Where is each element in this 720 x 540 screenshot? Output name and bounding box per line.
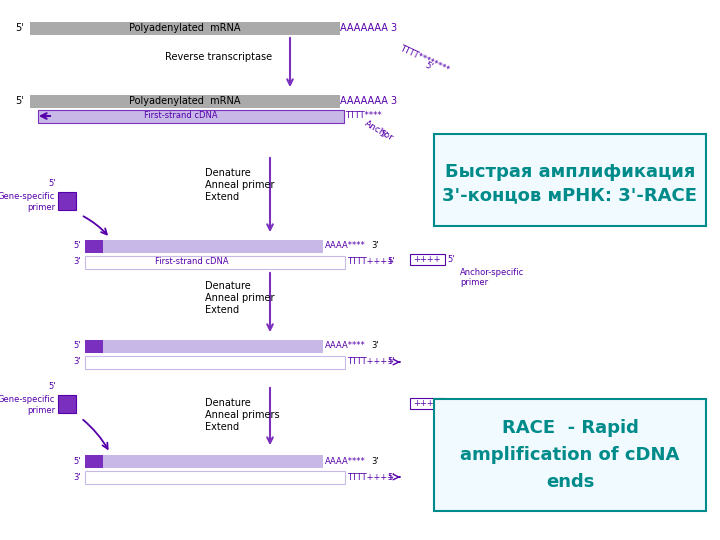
Text: 5': 5' xyxy=(48,382,56,391)
Text: Polyadenylated  mRNA: Polyadenylated mRNA xyxy=(130,23,240,33)
Text: Gene-specific
primer: Gene-specific primer xyxy=(0,192,55,212)
Bar xyxy=(85,356,345,369)
Text: 3': 3' xyxy=(73,357,81,367)
Text: Reverse transcriptase: Reverse transcriptase xyxy=(165,52,272,62)
Text: 5': 5' xyxy=(423,61,433,72)
Text: 5': 5' xyxy=(48,179,56,188)
Text: 5': 5' xyxy=(387,258,395,267)
Text: 3': 3' xyxy=(73,472,81,482)
Text: Denature
Anneal primer
Extend: Denature Anneal primer Extend xyxy=(205,281,274,315)
Text: 3': 3' xyxy=(371,241,379,251)
Bar xyxy=(103,240,323,253)
Text: Denature
Anneal primers
Extend: Denature Anneal primers Extend xyxy=(205,399,279,431)
Text: 5': 5' xyxy=(447,399,454,408)
Bar xyxy=(30,95,340,108)
Bar xyxy=(410,398,445,409)
Text: Быстрая амплификация: Быстрая амплификация xyxy=(445,163,696,181)
Text: 5': 5' xyxy=(73,456,81,465)
Bar xyxy=(103,340,323,353)
Text: 5': 5' xyxy=(73,341,81,350)
Text: Gene-specific
primer: Gene-specific primer xyxy=(0,395,55,415)
Bar xyxy=(85,256,345,269)
Bar xyxy=(30,22,340,35)
Text: TTTT++++: TTTT++++ xyxy=(347,357,394,367)
Text: Anchor: Anchor xyxy=(363,119,395,143)
Bar xyxy=(103,455,323,468)
Text: 3': 3' xyxy=(73,258,81,267)
FancyBboxPatch shape xyxy=(434,399,706,511)
Bar xyxy=(85,340,103,353)
Text: Anchor-specific
primer: Anchor-specific primer xyxy=(460,268,524,287)
Text: AAAA****: AAAA**** xyxy=(325,456,366,465)
Text: amplification of cDNA: amplification of cDNA xyxy=(460,446,680,464)
Text: TTTT********: TTTT******** xyxy=(398,44,451,75)
Text: TTTT++++: TTTT++++ xyxy=(347,258,394,267)
Text: RACE  - Rapid: RACE - Rapid xyxy=(502,419,639,437)
Text: 3': 3' xyxy=(371,341,379,350)
Text: 3'-концов мРНК: 3'-RACE: 3'-концов мРНК: 3'-RACE xyxy=(443,186,698,204)
Bar xyxy=(58,395,76,413)
Text: AAAAAAA 3: AAAAAAA 3 xyxy=(340,96,397,106)
Text: 5': 5' xyxy=(387,472,395,482)
Text: ends: ends xyxy=(546,473,594,491)
Text: TTTT****: TTTT**** xyxy=(345,111,382,120)
Text: AAAAAAA 3: AAAAAAA 3 xyxy=(340,23,397,33)
Bar xyxy=(85,471,345,484)
Text: ++++: ++++ xyxy=(413,254,441,264)
Text: TTTT++++: TTTT++++ xyxy=(347,472,394,482)
Bar xyxy=(410,254,445,265)
Text: 5': 5' xyxy=(15,23,24,33)
Text: ++++: ++++ xyxy=(413,399,441,408)
Bar xyxy=(85,240,103,253)
Text: First-strand cDNA: First-strand cDNA xyxy=(144,111,218,120)
Bar xyxy=(38,110,344,123)
Text: AAAA****: AAAA**** xyxy=(325,241,366,251)
Text: 3': 3' xyxy=(371,456,379,465)
Text: 5': 5' xyxy=(387,357,395,367)
Text: 5': 5' xyxy=(73,241,81,251)
Bar xyxy=(58,192,76,210)
Text: 5': 5' xyxy=(15,96,24,106)
Text: Denature
Anneal primer
Extend: Denature Anneal primer Extend xyxy=(205,168,274,201)
Text: 5': 5' xyxy=(378,129,389,140)
Text: First-strand cDNA: First-strand cDNA xyxy=(155,258,229,267)
Text: 5': 5' xyxy=(447,254,454,264)
Bar xyxy=(85,455,103,468)
Text: AAAA****: AAAA**** xyxy=(325,341,366,350)
FancyBboxPatch shape xyxy=(434,134,706,226)
Text: Polyadenylated  mRNA: Polyadenylated mRNA xyxy=(130,96,240,106)
